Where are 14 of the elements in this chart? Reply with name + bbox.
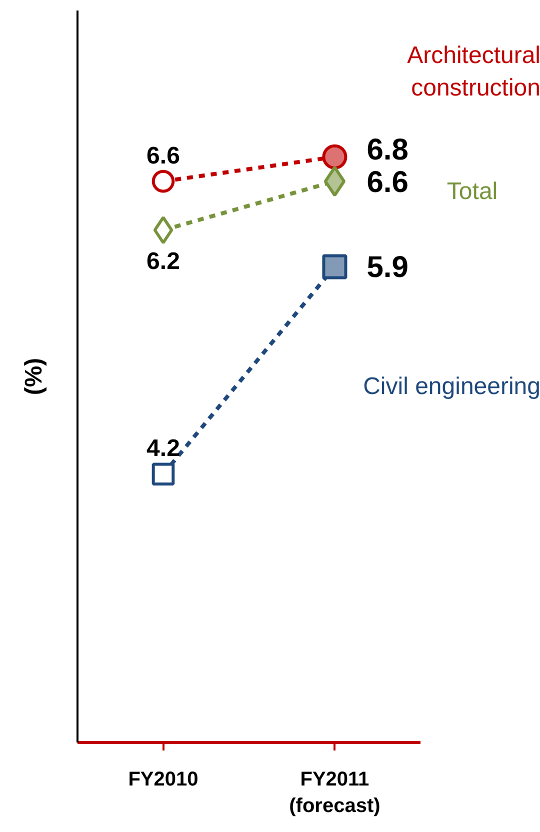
point: [322, 254, 348, 280]
data-label: 5.9: [366, 251, 408, 284]
data-label: 6.2: [146, 248, 180, 276]
data-label: 6.6: [146, 142, 180, 170]
point: [322, 144, 348, 170]
y-axis-title: (%): [20, 358, 48, 396]
text: Civil engineering: [363, 373, 540, 400]
data-label: 6.8: [366, 133, 408, 166]
x-tick-label: FY2011 (forecast): [289, 768, 380, 817]
data-label: 6.6: [366, 166, 408, 199]
text: Architectural construction: [407, 42, 540, 102]
data-label: 4.2: [146, 435, 180, 462]
x-tick-label: FY2010: [128, 768, 198, 790]
text: Total: [446, 178, 498, 205]
